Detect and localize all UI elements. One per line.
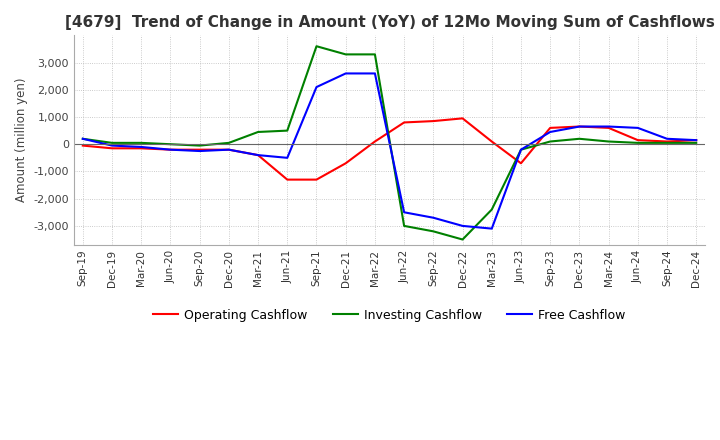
Operating Cashflow bbox=[371, 139, 379, 144]
Operating Cashflow bbox=[253, 153, 262, 158]
Free Cashflow bbox=[692, 138, 701, 143]
Free Cashflow bbox=[312, 84, 321, 90]
Operating Cashflow bbox=[429, 118, 438, 124]
Free Cashflow bbox=[371, 71, 379, 76]
Investing Cashflow bbox=[312, 44, 321, 49]
Operating Cashflow bbox=[604, 125, 613, 131]
Operating Cashflow bbox=[634, 138, 642, 143]
Free Cashflow bbox=[195, 148, 204, 154]
Operating Cashflow bbox=[458, 116, 467, 121]
Investing Cashflow bbox=[662, 140, 671, 146]
Free Cashflow bbox=[458, 223, 467, 228]
Free Cashflow bbox=[137, 144, 145, 150]
Title: [4679]  Trend of Change in Amount (YoY) of 12Mo Moving Sum of Cashflows: [4679] Trend of Change in Amount (YoY) o… bbox=[65, 15, 714, 30]
Legend: Operating Cashflow, Investing Cashflow, Free Cashflow: Operating Cashflow, Investing Cashflow, … bbox=[148, 304, 631, 327]
Investing Cashflow bbox=[78, 136, 87, 141]
Operating Cashflow bbox=[662, 139, 671, 144]
Operating Cashflow bbox=[312, 177, 321, 182]
Free Cashflow bbox=[166, 147, 175, 152]
Investing Cashflow bbox=[429, 229, 438, 234]
Line: Investing Cashflow: Investing Cashflow bbox=[83, 46, 696, 239]
Investing Cashflow bbox=[253, 129, 262, 135]
Free Cashflow bbox=[341, 71, 350, 76]
Operating Cashflow bbox=[546, 125, 554, 131]
Investing Cashflow bbox=[400, 223, 408, 228]
Operating Cashflow bbox=[195, 147, 204, 152]
Free Cashflow bbox=[546, 129, 554, 135]
Investing Cashflow bbox=[634, 140, 642, 146]
Operating Cashflow bbox=[400, 120, 408, 125]
Investing Cashflow bbox=[517, 147, 526, 152]
Operating Cashflow bbox=[487, 139, 496, 144]
Free Cashflow bbox=[487, 226, 496, 231]
Free Cashflow bbox=[400, 209, 408, 215]
Investing Cashflow bbox=[166, 142, 175, 147]
Free Cashflow bbox=[78, 136, 87, 141]
Investing Cashflow bbox=[137, 140, 145, 146]
Investing Cashflow bbox=[225, 140, 233, 146]
Operating Cashflow bbox=[78, 143, 87, 148]
Free Cashflow bbox=[253, 153, 262, 158]
Operating Cashflow bbox=[283, 177, 292, 182]
Investing Cashflow bbox=[692, 140, 701, 146]
Investing Cashflow bbox=[283, 128, 292, 133]
Free Cashflow bbox=[108, 143, 117, 148]
Operating Cashflow bbox=[225, 147, 233, 152]
Free Cashflow bbox=[283, 155, 292, 161]
Investing Cashflow bbox=[371, 52, 379, 57]
Operating Cashflow bbox=[166, 147, 175, 152]
Investing Cashflow bbox=[341, 52, 350, 57]
Free Cashflow bbox=[429, 215, 438, 220]
Free Cashflow bbox=[225, 147, 233, 152]
Investing Cashflow bbox=[487, 207, 496, 212]
Free Cashflow bbox=[575, 124, 584, 129]
Y-axis label: Amount (million yen): Amount (million yen) bbox=[15, 78, 28, 202]
Operating Cashflow bbox=[341, 161, 350, 166]
Investing Cashflow bbox=[546, 139, 554, 144]
Line: Operating Cashflow: Operating Cashflow bbox=[83, 118, 696, 180]
Operating Cashflow bbox=[517, 161, 526, 166]
Operating Cashflow bbox=[575, 124, 584, 129]
Investing Cashflow bbox=[575, 136, 584, 141]
Investing Cashflow bbox=[108, 140, 117, 146]
Operating Cashflow bbox=[692, 138, 701, 143]
Investing Cashflow bbox=[604, 139, 613, 144]
Operating Cashflow bbox=[108, 146, 117, 151]
Free Cashflow bbox=[517, 147, 526, 152]
Line: Free Cashflow: Free Cashflow bbox=[83, 73, 696, 229]
Investing Cashflow bbox=[195, 143, 204, 148]
Investing Cashflow bbox=[458, 237, 467, 242]
Free Cashflow bbox=[634, 125, 642, 131]
Operating Cashflow bbox=[137, 146, 145, 151]
Free Cashflow bbox=[604, 124, 613, 129]
Free Cashflow bbox=[662, 136, 671, 141]
